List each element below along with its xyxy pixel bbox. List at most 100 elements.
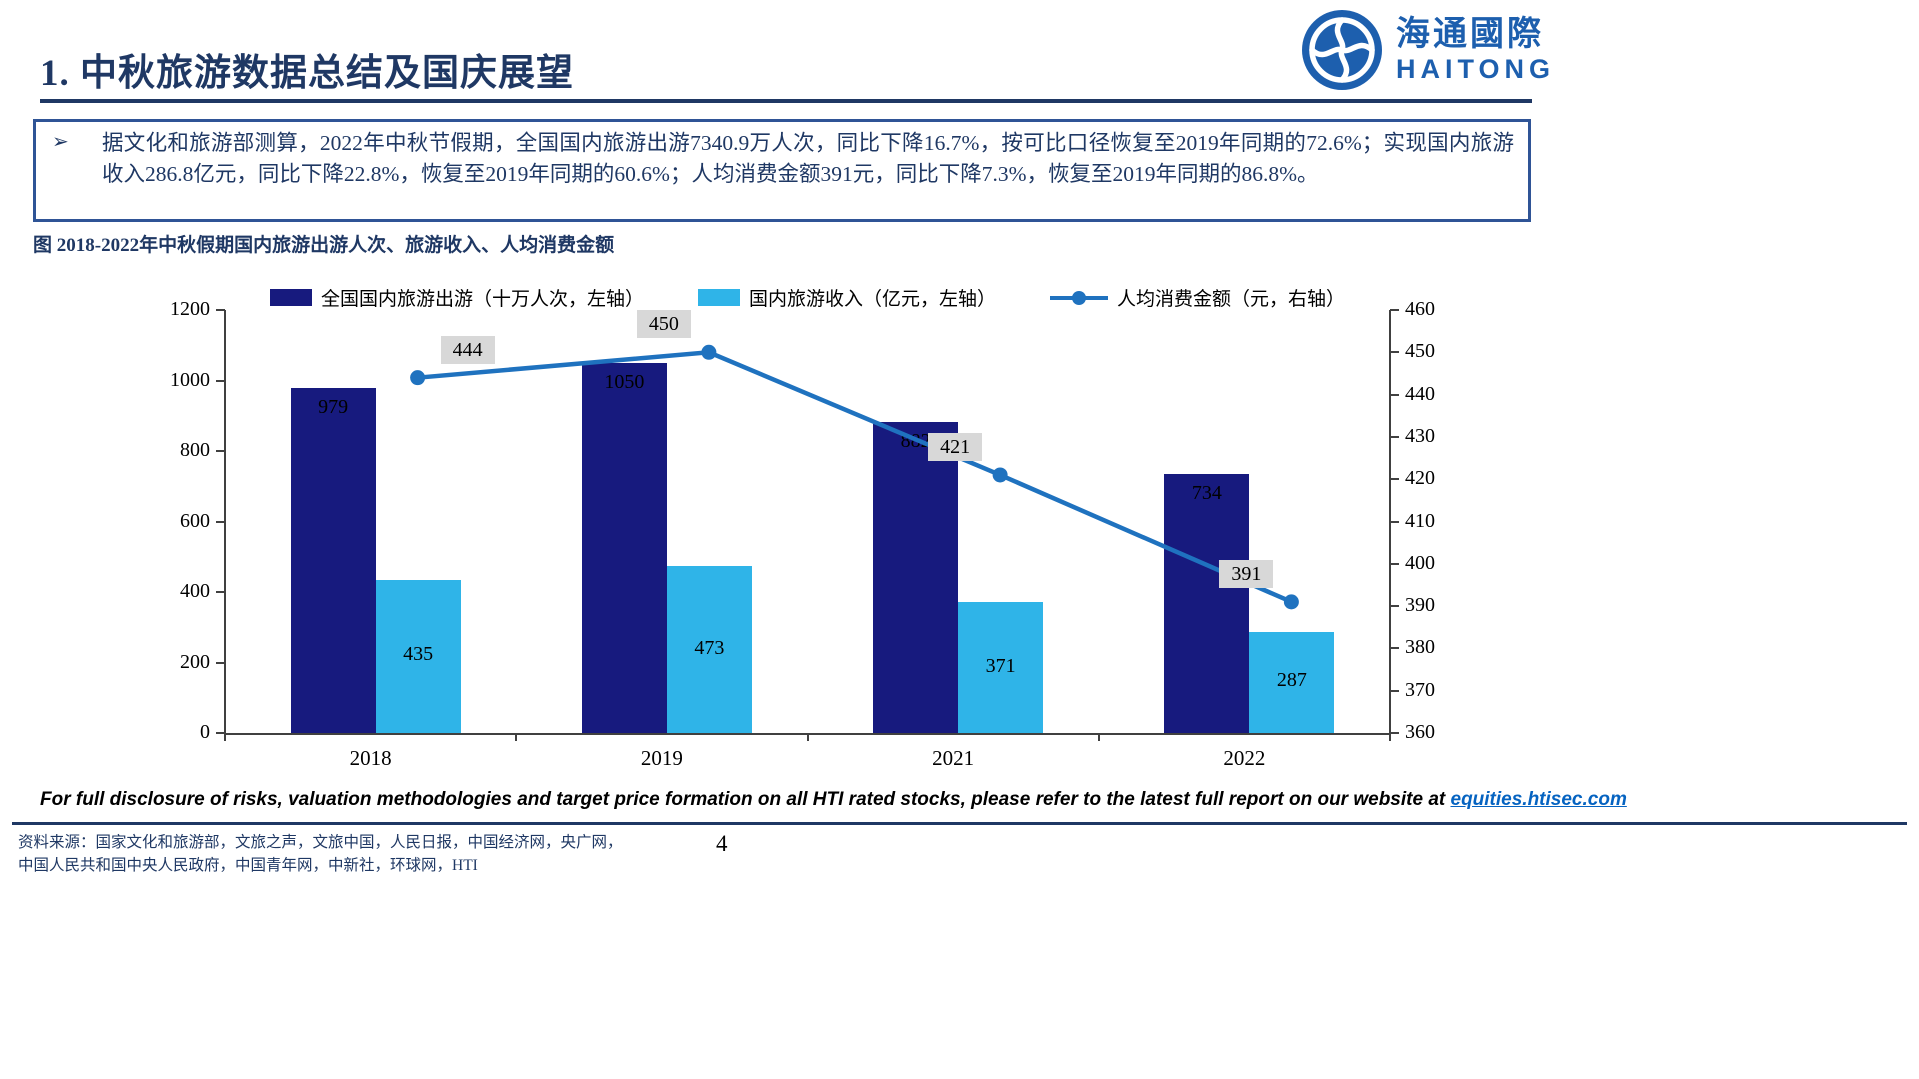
right-axis-label: 460 (1405, 298, 1435, 320)
left-axis-label: 0 (200, 721, 210, 743)
left-axis-label: 200 (180, 650, 210, 673)
x-axis-tick (1097, 733, 1100, 741)
bar-domestic-trips (290, 387, 376, 733)
line-marker (410, 370, 426, 386)
left-axis-label: 800 (180, 439, 210, 461)
line-value-label: 391 (1219, 559, 1274, 588)
right-axis-tick (1390, 689, 1399, 692)
logo-name-cn: 海通國際 (1396, 15, 1544, 53)
bar-tourism-revenue (666, 566, 752, 733)
x-axis-tick (224, 733, 226, 741)
source-text: 资料来源：国家文化和旅游部，文旅之声，文旅中国，人民日报，中国经济网，央广网， … (18, 831, 623, 878)
disclosure-link[interactable]: equities.htisec.com (1450, 789, 1627, 810)
bar-value-label: 371 (985, 654, 1016, 677)
figure-caption: 图 2018-2022年中秋假期国内旅游出游人次、旅游收入、人均消费金额 (33, 235, 615, 256)
summary-text: 据文化和旅游部测算，2022年中秋节假期，全国国内旅游出游7340.9万人次，同… (102, 131, 1514, 186)
right-axis-tick (1390, 393, 1399, 396)
left-axis-tick (216, 450, 225, 452)
bar-value-label: 435 (403, 643, 434, 666)
footer-divider (12, 822, 1907, 825)
right-axis-label: 360 (1405, 721, 1435, 743)
right-axis-label: 430 (1405, 424, 1435, 447)
right-axis-tick (1390, 732, 1399, 734)
legend-label: 人均消费金额（元，右轴） (1117, 289, 1346, 310)
left-axis-line (224, 310, 226, 733)
right-axis-tick (1390, 605, 1399, 608)
line-marker (701, 344, 717, 360)
bar-domestic-trips (581, 362, 667, 733)
right-axis-tick (1390, 309, 1399, 311)
haitong-logo-text: 海通國際 HAITONG (1396, 15, 1555, 85)
right-axis-tick (1390, 520, 1399, 523)
left-axis-label: 1000 (170, 368, 210, 391)
left-axis-tick (216, 732, 225, 734)
right-axis-tick (1390, 562, 1399, 565)
chart-legend: 全国国内旅游出游（十万人次，左轴） 国内旅游收入（亿元，左轴） 人均消费金额（元，右… (225, 284, 1390, 311)
page-title: 1. 中秋旅游数据总结及国庆展望 (40, 53, 574, 94)
bar-tourism-revenue (958, 602, 1044, 733)
right-axis-tick (1390, 478, 1399, 481)
tourism-combo-chart: 0 200 400 600 800 1000 1200 360 370 380 390 400 410 4… (30, 272, 1505, 787)
bar-domestic-trips (1164, 474, 1250, 733)
left-axis-tick (216, 309, 225, 311)
right-axis-label: 440 (1405, 382, 1435, 405)
legend-line-swatch-icon (1050, 290, 1108, 305)
page-number: 4 (716, 831, 728, 856)
line-value-label: 421 (928, 432, 983, 461)
left-axis-tick (216, 379, 225, 382)
right-axis-tick (1390, 647, 1399, 650)
right-axis-label: 370 (1405, 678, 1435, 701)
summary-box: ➢ 据文化和旅游部测算，2022年中秋节假期，全国国内旅游出游7340.9万人次… (33, 119, 1531, 222)
x-axis-tick (1389, 733, 1391, 741)
legend-label: 全国国内旅游出游（十万人次，左轴） (320, 289, 644, 310)
line-marker (1283, 594, 1299, 610)
legend-bar-swatch-icon (697, 289, 740, 306)
bar-domestic-trips (873, 422, 959, 733)
left-axis-tick (216, 520, 225, 523)
right-axis-label: 450 (1405, 340, 1435, 363)
left-axis-tick (216, 591, 225, 593)
line-marker (992, 467, 1008, 483)
line-value-label: 450 (636, 310, 691, 339)
haitong-logo-icon (1302, 10, 1382, 90)
right-axis-label: 380 (1405, 636, 1435, 659)
title-divider (40, 99, 1532, 103)
x-axis-tick (806, 733, 809, 741)
right-axis-label: 400 (1405, 551, 1435, 574)
left-axis-tick (216, 661, 225, 664)
legend-bar-swatch-icon (269, 289, 312, 306)
legend-item: 国内旅游收入（亿元，左轴） (697, 284, 996, 311)
legend-item: 人均消费金额（元，右轴） (1050, 284, 1345, 311)
disclosure-prefix: For full disclosure of risks, valuation … (40, 789, 1451, 810)
right-axis-tick (1390, 351, 1399, 354)
logo-name-en: HAITONG (1396, 54, 1556, 85)
left-axis-label: 400 (180, 580, 210, 602)
category-label: 2022 (1223, 746, 1266, 770)
left-axis-label: 600 (180, 509, 210, 532)
bar-value-label: 287 (1276, 669, 1307, 692)
category-label: 2019 (640, 746, 683, 770)
bar-value-label: 473 (694, 636, 725, 659)
left-axis-label: 1200 (170, 298, 210, 320)
per-capita-spend-line (410, 344, 1299, 610)
x-axis-tick (515, 733, 518, 741)
bullet-arrow-icon: ➢ (52, 131, 69, 153)
category-label: 2021 (932, 746, 975, 770)
haitong-logo: 海通國際 HAITONG (1300, 8, 1555, 92)
line-value-label: 444 (440, 335, 495, 364)
bar-value-label: 979 (318, 395, 349, 418)
right-axis-label: 410 (1405, 509, 1435, 532)
source-line-2: 中国人民共和国中央人民政府，中国青年网，中新社，环球网，HTI (18, 857, 478, 875)
bar-tourism-revenue (1249, 631, 1335, 733)
legend-item: 全国国内旅游出游（十万人次，左轴） (269, 284, 644, 311)
legend-label: 国内旅游收入（亿元，左轴） (748, 289, 996, 310)
legend-line-dot-icon (1072, 290, 1086, 305)
right-axis-label: 390 (1405, 594, 1435, 617)
right-axis-tick (1390, 435, 1399, 438)
bar-tourism-revenue (375, 579, 461, 733)
source-line-1: 资料来源：国家文化和旅游部，文旅之声，文旅中国，人民日报，中国经济网，央广网， (18, 834, 623, 851)
disclosure-text: For full disclosure of risks, valuation … (40, 789, 1890, 811)
category-label: 2018 (349, 746, 392, 770)
right-axis-label: 420 (1405, 467, 1435, 490)
